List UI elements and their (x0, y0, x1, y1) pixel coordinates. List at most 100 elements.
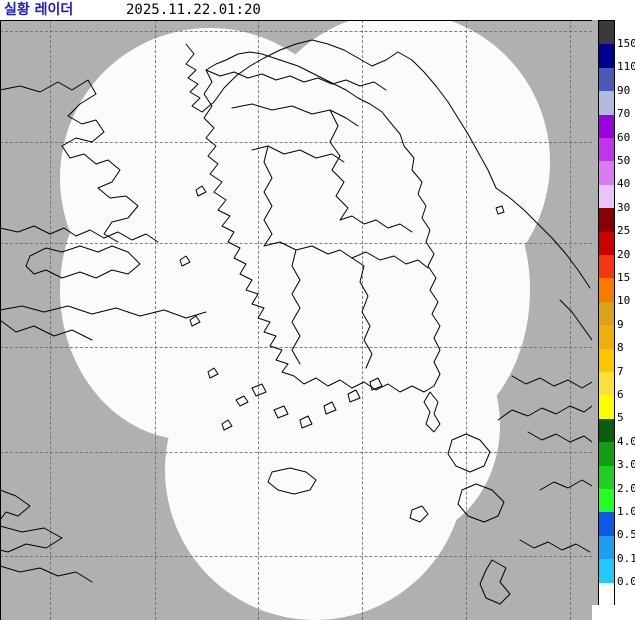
coast-china-bohai (0, 225, 159, 243)
coast-korea-south (293, 375, 435, 393)
coast-china-lower (0, 525, 63, 553)
colorbar-tick-label: 6 (617, 387, 624, 401)
coastline-overlay (0, 39, 592, 605)
coast-japan-honshu-coast (511, 375, 592, 389)
radar-map-canvas[interactable] (0, 20, 592, 620)
coast-island-sw-9 (207, 367, 219, 379)
coast-china-east (0, 319, 93, 341)
colorbar-band (599, 348, 614, 373)
colorbar-band (599, 44, 614, 69)
coast-island-west-2 (179, 255, 191, 267)
gridline-horizontal (0, 243, 592, 244)
colorbar-band (599, 21, 614, 45)
colorbar-band (599, 418, 614, 443)
colorbar-band (599, 231, 614, 256)
coast-northkorea-west (185, 43, 203, 113)
border-province-gyeongbuk (339, 215, 413, 233)
coast-island-sw-3 (273, 405, 289, 419)
coast-russia-ne (559, 299, 592, 341)
coast-japan-south (539, 479, 592, 491)
colorbar-band (599, 184, 614, 209)
colorbar-tick-label: 1.0 (617, 504, 635, 518)
colorbar-tick-label: 10 (617, 294, 631, 308)
colorbar-band (599, 138, 614, 162)
colorbar-band (599, 559, 614, 584)
coast-china-southeast (0, 489, 31, 521)
coast-japan-inland (527, 431, 592, 443)
coast-japan-kyushu (457, 483, 505, 523)
colorbar-tick-label: 2.0 (617, 481, 635, 495)
gridline-horizontal (0, 31, 592, 32)
gridline-vertical (155, 20, 156, 620)
coast-island-sw-2 (251, 383, 267, 397)
coast-island-sw-4 (299, 415, 313, 429)
gridline-vertical (258, 20, 259, 620)
colorbar-band (599, 512, 614, 537)
colorbar-band (599, 465, 614, 490)
colorbar-tick-label: 30 (617, 200, 631, 214)
colorbar-band (599, 395, 614, 420)
border-province-gyeonggi (231, 103, 359, 127)
observation-timestamp: 2025.11.22.01:20 (126, 2, 261, 18)
coast-russia-primorye (495, 187, 591, 289)
coast-goto-islands (409, 505, 429, 523)
coast-japan-kyushu-north (447, 433, 491, 473)
colorbar-band (599, 301, 614, 326)
gridline-horizontal (0, 347, 592, 348)
border-china-northkorea (201, 39, 399, 113)
colorbar-tick-label: 4.0 (617, 434, 635, 448)
colorbar-tick-label: 0.5 (617, 528, 635, 542)
coast-island-sw-8 (369, 377, 383, 391)
colorbar-tick-label: 50 (617, 153, 631, 167)
colorbar-band (599, 114, 614, 139)
colorbar-tick-label: 8 (617, 341, 624, 355)
colorbar-tick-label: 0.1 (617, 551, 635, 565)
colorbar-tick-label: 5 (617, 411, 624, 425)
gridline-vertical (570, 20, 571, 620)
border-province-gyeongnam (351, 257, 373, 369)
page-title: 실황 레이더 (4, 2, 74, 18)
colorbar-band (599, 372, 614, 396)
coast-island-sw-6 (221, 419, 233, 431)
colorbar-tick-label: 70 (617, 107, 631, 121)
coast-japan-kyushu-south (479, 559, 511, 605)
colorbar-band (599, 91, 614, 116)
colorbar-band (599, 208, 614, 233)
legend-panel: 150 110 90 70 60 50 40 30 25 20 15 10 9 8 7 6 5 4.0 3.0 2.0… (592, 0, 635, 620)
radar-coverage-lobe (170, 60, 460, 350)
coast-korea-east (205, 51, 441, 387)
colorbar-tick-label: 9 (617, 317, 624, 331)
colorbar-tick-label: 40 (617, 177, 631, 191)
header-bar: 실황 레이더 2025.11.22.01:20 mm/h (0, 0, 635, 20)
colorbar-band (599, 489, 614, 513)
gridline-vertical (466, 20, 467, 620)
coast-korea-west (203, 69, 295, 377)
coast-island-west-1 (189, 315, 201, 327)
gridline-horizontal (0, 452, 592, 453)
border-dmz (205, 69, 387, 91)
border-province-jeonnam (291, 249, 301, 365)
colorbar-tick-label: 60 (617, 130, 631, 144)
coast-island-west-3 (195, 185, 207, 197)
colorbar-band (599, 442, 614, 467)
colorbar-tick-label: 0.0 (617, 575, 635, 589)
coast-tsushima (423, 391, 441, 433)
colorbar-tick-label: 15 (617, 270, 631, 284)
colorbar-band (599, 278, 614, 303)
coast-japan-south2 (519, 539, 591, 553)
coast-northkorea-east (397, 51, 497, 189)
colorbar-tick-label: 150 (617, 36, 635, 50)
colorbar-band (599, 161, 614, 186)
colorbar-tick-label: 20 (617, 247, 631, 261)
colorbar-tick-label: 7 (617, 364, 624, 378)
border-province-gyeongsang-div (351, 251, 429, 269)
coast-china-north (0, 79, 139, 243)
colorbar[interactable] (598, 20, 615, 607)
colorbar-band (599, 582, 614, 607)
border-province-gangwon (329, 109, 349, 221)
colorbar-band (599, 67, 614, 92)
coast-shandong-peninsula (25, 245, 141, 279)
colorbar-tick-label: 90 (617, 83, 631, 97)
coast-island-sw-5 (323, 401, 337, 415)
coast-china-lower2 (0, 565, 93, 583)
